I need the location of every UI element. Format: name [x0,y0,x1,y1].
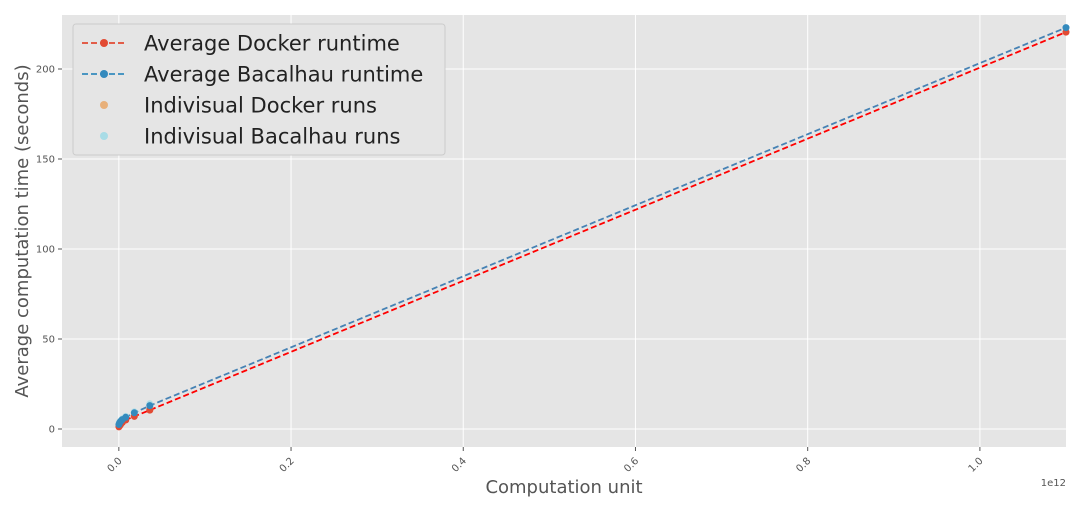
x-axis-offset-label: 1e12 [1041,478,1066,489]
legend-marker [100,101,108,109]
legend-marker [100,70,108,78]
x-tick-label: 0.6 [622,456,641,475]
legend-marker [100,39,108,47]
legend-entry-label: Indivisual Bacalhau runs [144,125,400,149]
x-tick-label: 1.0 [967,456,986,475]
x-tick-label: 0.8 [794,456,813,475]
legend-box [72,23,446,156]
y-tick-label: 100 [36,245,55,256]
line-marker [146,402,154,410]
legend-marker [100,132,108,140]
x-tick-label: 0.0 [106,456,125,475]
y-tick-label: 200 [36,65,55,76]
line-marker [1062,24,1070,32]
x-axis-label: Computation unit [485,477,642,498]
legend-entry-label: Average Docker runtime [144,32,400,56]
y-tick-label: 0 [49,425,55,436]
x-tick-label: 0.4 [450,456,469,475]
y-axis-label: Average computation time (seconds) [12,64,33,397]
line-marker [130,409,138,417]
legend-entry-label: Average Bacalhau runtime [144,63,423,87]
y-tick-label: 50 [42,335,55,346]
line-marker [122,413,130,421]
legend-entry-label: Indivisual Docker runs [144,94,377,118]
y-tick-label: 150 [36,155,55,166]
legend: Average Docker runtime Average Bacalhau r… [72,23,446,156]
series-points [115,24,1070,431]
x-tick-label: 0.2 [278,456,297,475]
